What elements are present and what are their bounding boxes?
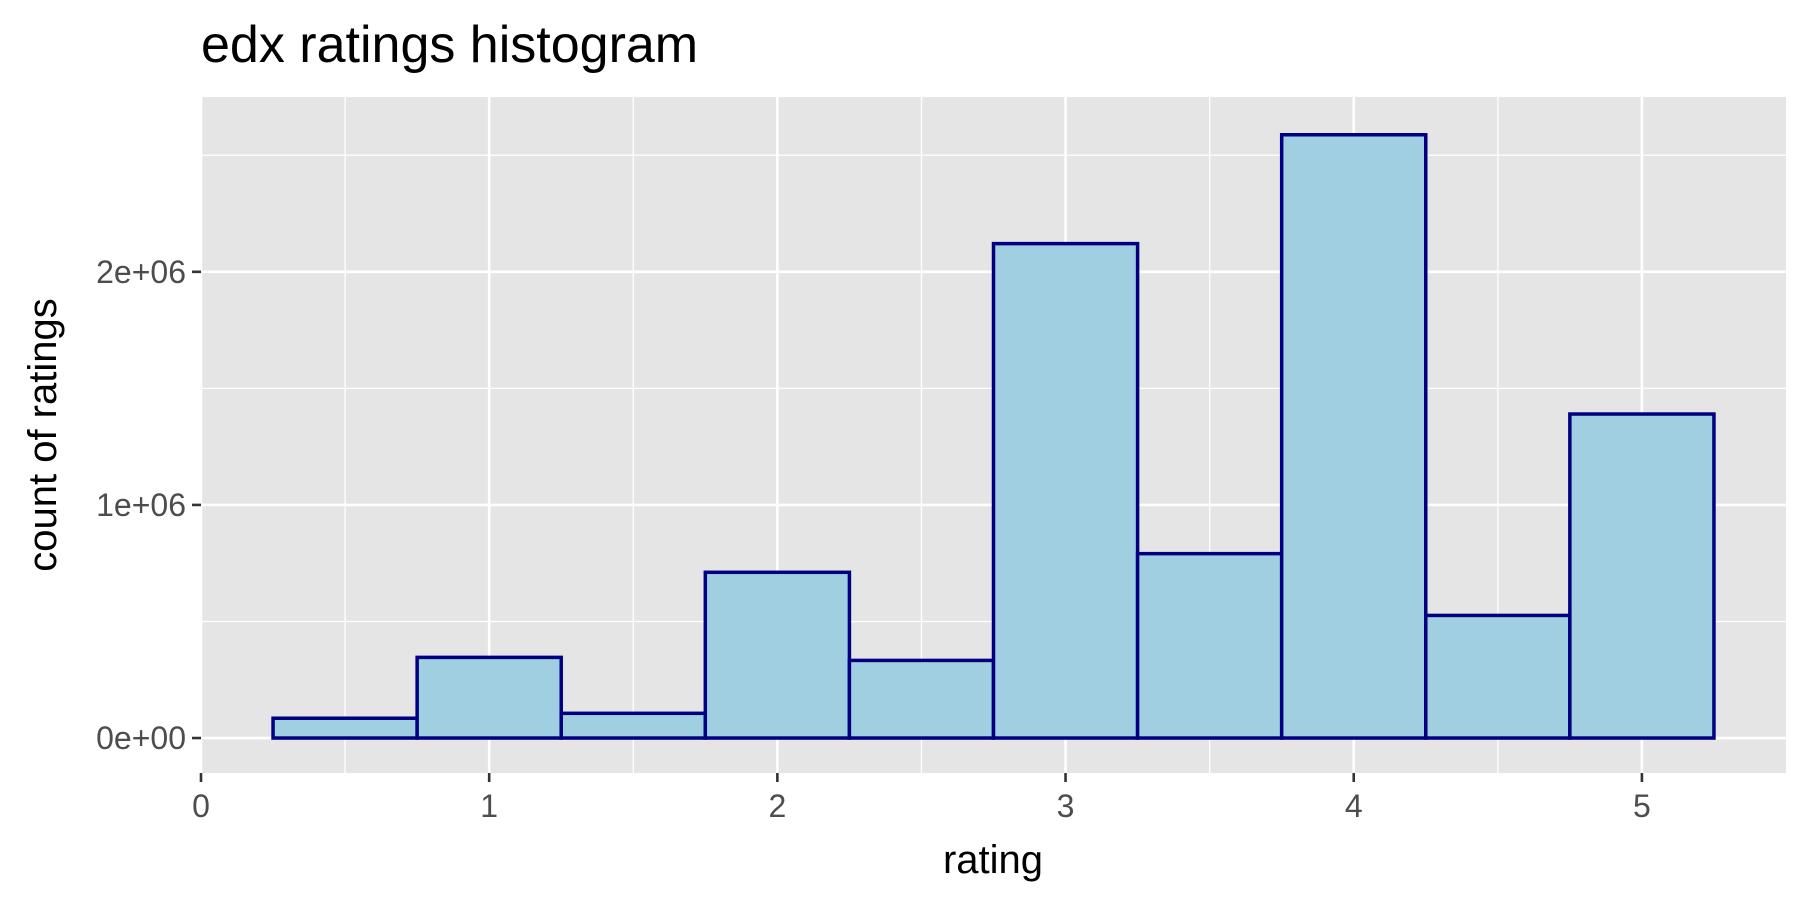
histogram-bar — [1135, 551, 1284, 740]
histogram-bar — [1568, 412, 1716, 740]
histogram-bar — [415, 655, 563, 740]
chart-title: edx ratings histogram — [201, 16, 698, 74]
y-tick-label: 1e+06 — [96, 487, 186, 523]
y-tick-label: 2e+06 — [96, 254, 186, 290]
y-axis: 0e+00 1e+06 2e+06 — [96, 254, 201, 756]
x-tick-label: 5 — [1633, 788, 1651, 824]
histogram-bar — [847, 658, 996, 740]
histogram-bar — [1279, 133, 1428, 740]
x-tick-label: 3 — [1057, 788, 1075, 824]
x-axis: 0 1 2 3 4 5 — [192, 773, 1651, 824]
histogram-bar — [991, 241, 1140, 740]
y-tick-label: 0e+00 — [96, 720, 186, 756]
histogram-bar — [271, 716, 419, 740]
x-axis-title: rating — [943, 838, 1043, 882]
x-tick-label: 0 — [192, 788, 210, 824]
x-tick-label: 4 — [1345, 788, 1363, 824]
y-axis-title: count of ratings — [21, 298, 65, 572]
histogram-bar — [703, 570, 852, 740]
histogram-bars — [271, 133, 1716, 740]
histogram-bar — [559, 711, 708, 740]
x-tick-label: 2 — [768, 788, 786, 824]
x-tick-label: 1 — [480, 788, 498, 824]
histogram-bar — [1424, 613, 1572, 740]
